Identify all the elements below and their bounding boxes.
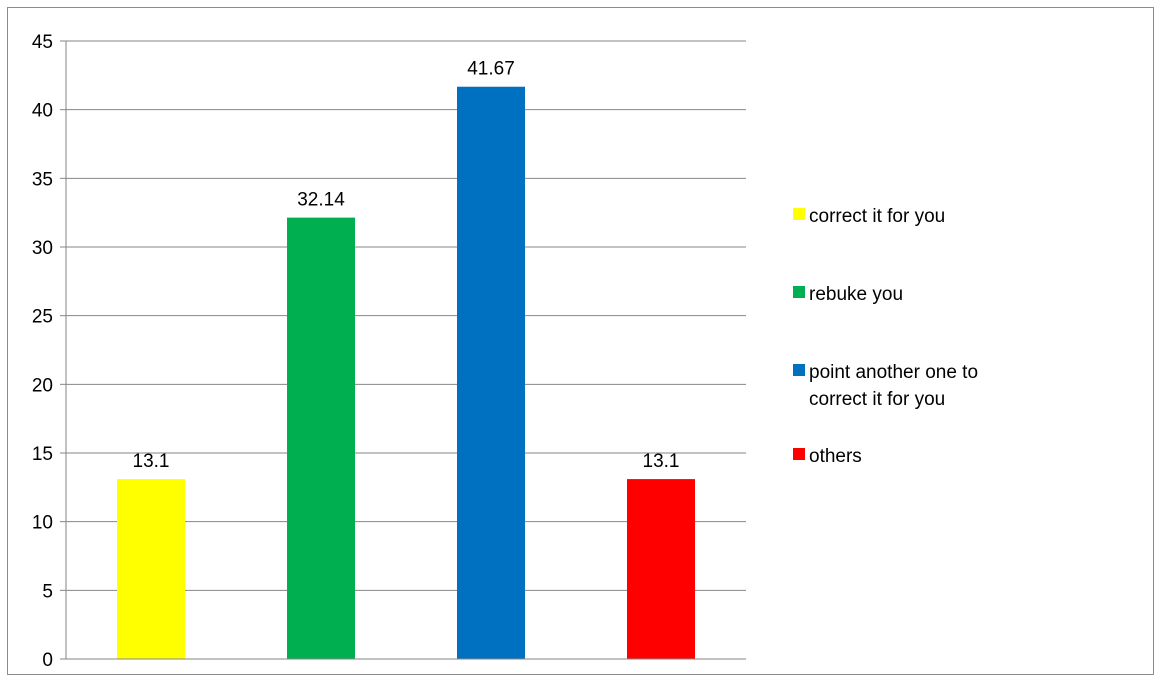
data-label: 41.67 [467,59,515,80]
y-tick-label: 40 [32,101,53,122]
y-tick-label: 20 [32,375,53,396]
legend-swatch [793,286,805,298]
bar-1 [117,479,185,659]
y-tick-label: 15 [32,444,53,465]
legend-item: point another one to correct it for you [793,359,1014,413]
legend-swatch [793,364,805,376]
legend-label: others [809,446,862,467]
legend-swatch [793,448,805,460]
bar-2 [287,217,355,660]
bar-chart-plot: 0 5 10 15 20 25 30 35 40 45 13.1 32.14 41.67 13.1 [32,32,746,671]
y-tick-label: 25 [32,307,53,328]
legend-label: point another one to correct it for you [809,362,979,410]
y-tick-label: 5 [42,581,53,602]
y-tick-label: 45 [32,32,53,53]
legend-item: others [793,443,1014,470]
data-label: 13.1 [643,451,680,472]
legend-swatch [793,208,805,220]
bar-3 [457,86,525,660]
y-tick-label: 30 [32,238,53,259]
legend-label: rebuke you [809,284,904,305]
data-label: 32.14 [297,190,345,211]
legend-item: correct it for you [793,203,1014,230]
data-label: 13.1 [133,451,170,472]
y-tick-label: 0 [42,650,53,671]
chart-frame: 0 5 10 15 20 25 30 35 40 45 13.1 32.14 41.67 13.1 cor… [7,7,1154,675]
legend-item: rebuke you [793,281,1014,308]
legend-label: correct it for you [809,206,946,227]
y-tick-label: 10 [32,513,53,534]
bar-4 [627,479,695,659]
y-tick-label: 35 [32,169,53,190]
